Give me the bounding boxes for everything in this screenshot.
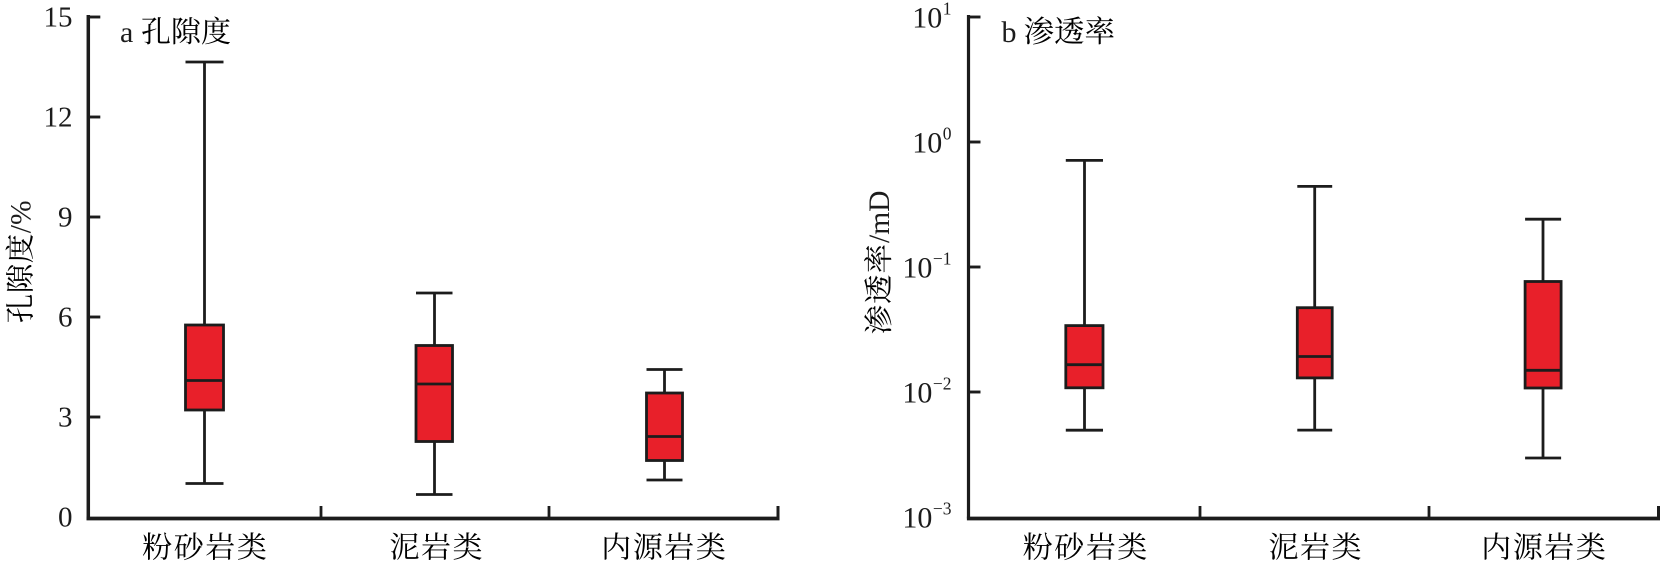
svg-text:0: 0 xyxy=(58,502,73,534)
svg-text:b: b xyxy=(1002,16,1017,49)
svg-text:/mD: /mD xyxy=(864,191,896,243)
svg-text:−1: −1 xyxy=(933,249,952,269)
svg-text:a: a xyxy=(120,16,133,49)
svg-text:−2: −2 xyxy=(933,374,952,394)
svg-text:0: 0 xyxy=(943,124,952,144)
svg-text:10: 10 xyxy=(902,502,932,535)
svg-text:6: 6 xyxy=(58,302,73,334)
svg-text:10: 10 xyxy=(912,2,942,35)
svg-text:12: 12 xyxy=(44,102,73,134)
svg-text:15: 15 xyxy=(44,2,73,34)
svg-text:10: 10 xyxy=(902,377,932,410)
svg-text:10: 10 xyxy=(902,252,932,285)
svg-text:/%: /% xyxy=(6,200,38,233)
svg-text:10: 10 xyxy=(912,127,942,160)
svg-text:3: 3 xyxy=(58,402,73,434)
svg-text:−3: −3 xyxy=(933,499,952,519)
svg-text:9: 9 xyxy=(58,202,73,234)
svg-text:1: 1 xyxy=(943,0,952,19)
